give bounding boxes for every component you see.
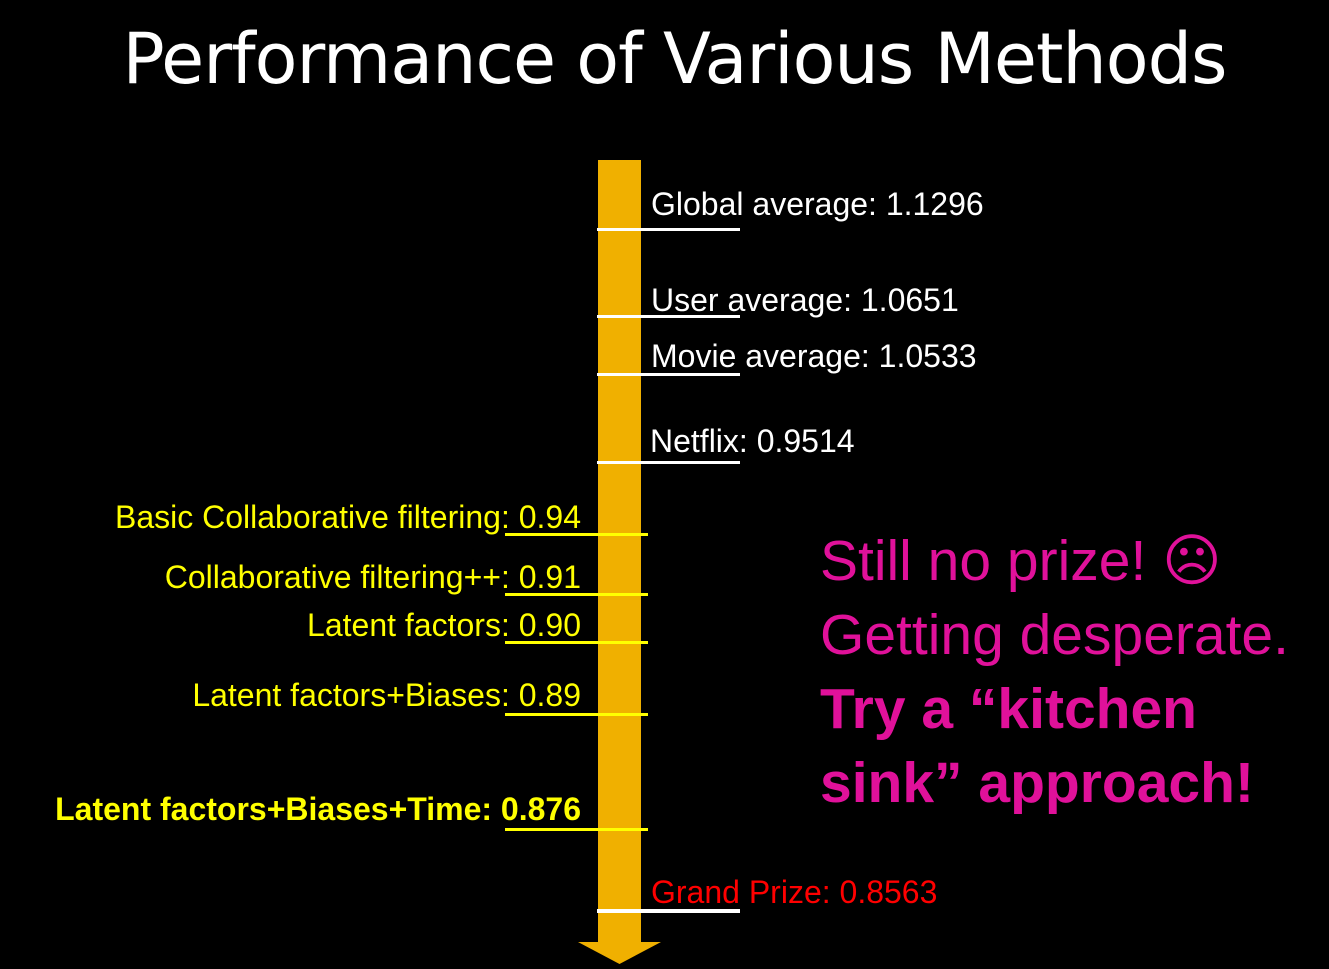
label-cf-plus: Collaborative filtering++: 0.91 (165, 561, 581, 593)
label-latent-factors: Latent factors: 0.90 (307, 609, 581, 641)
tick-latent-biases (505, 713, 648, 716)
tick-grand-prize (597, 909, 740, 913)
callout-text: Still no prize! ☹ Getting desperate. Try… (820, 524, 1289, 820)
label-basic-cf-value: 0.94 (518, 499, 581, 535)
label-user-average: User average: 1.0651 (651, 282, 959, 318)
label-basic-cf-name: Basic Collaborative filtering: (114, 499, 510, 535)
label-latent-biases-value: 0.89 (518, 677, 581, 713)
tick-global-average (597, 228, 740, 231)
tick-movie-average (597, 373, 740, 376)
label-netflix: Netflix: 0.9514 (650, 423, 855, 459)
label-global-average: Global average: 1.1296 (651, 186, 984, 222)
callout-line-2: Getting desperate. (820, 603, 1289, 667)
label-basic-cf: Basic Collaborative filtering: 0.94 (115, 501, 581, 533)
label-latent-factors-name: Latent factors: (307, 607, 510, 643)
arrow-head (578, 942, 661, 964)
label-latent-biases: Latent factors+Biases: 0.89 (192, 679, 581, 711)
label-latent-biases-time-name: Latent factors+Biases+Time: (55, 791, 493, 827)
tick-netflix (597, 461, 740, 464)
tick-user-average (597, 315, 740, 318)
tick-latent-biases-time (505, 828, 648, 831)
label-movie-average: Movie average: 1.0533 (651, 338, 977, 374)
label-grand-prize: Grand Prize: 0.8563 (651, 874, 938, 910)
callout-line-4: sink” approach! (820, 751, 1254, 815)
slide-title: Performance of Various Methods (122, 18, 1227, 100)
arrow-shaft (598, 160, 641, 942)
tick-latent-factors (505, 641, 648, 644)
label-latent-biases-time: Latent factors+Biases+Time: 0.876 (55, 793, 581, 825)
label-cf-plus-name: Collaborative filtering++: (164, 559, 510, 595)
tick-cf-plus (505, 593, 648, 596)
callout-line-3: Try a “kitchen (820, 677, 1197, 741)
tick-basic-cf (505, 533, 648, 536)
label-cf-plus-value: 0.91 (518, 559, 581, 595)
label-latent-factors-value: 0.90 (518, 607, 581, 643)
label-latent-biases-name: Latent factors+Biases: (192, 677, 510, 713)
label-latent-biases-time-value: 0.876 (500, 791, 581, 827)
callout-line-1: Still no prize! ☹ (820, 529, 1222, 593)
